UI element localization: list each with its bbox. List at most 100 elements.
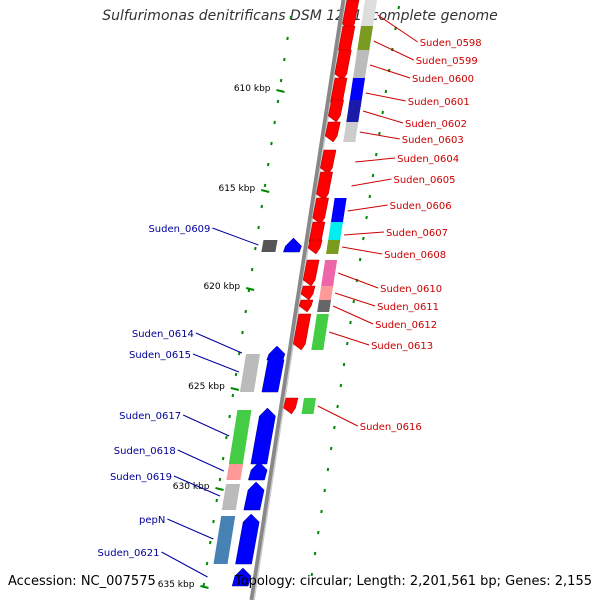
forward-gene-label: Suden_0616 bbox=[360, 422, 422, 433]
reverse-gene-label: pepN bbox=[139, 515, 165, 526]
reverse-gene-arrow bbox=[235, 513, 260, 565]
accession-text: Accession: NC_007575 bbox=[8, 574, 156, 589]
label-leader-line bbox=[192, 353, 240, 373]
label-leader-line bbox=[365, 92, 406, 102]
track-dot bbox=[225, 435, 228, 440]
track-dot bbox=[326, 467, 330, 472]
label-leader-line bbox=[355, 157, 396, 163]
reverse-gene-arrow bbox=[261, 351, 285, 393]
reverse-gene-label: Suden_0609 bbox=[148, 224, 210, 235]
cog-category-box bbox=[261, 240, 278, 252]
track-dot bbox=[221, 456, 225, 461]
label-leader-line bbox=[337, 272, 379, 289]
cog-category-box bbox=[330, 198, 347, 224]
reverse-gene-label: Suden_0615 bbox=[129, 350, 191, 361]
forward-gene-arrow bbox=[320, 149, 337, 175]
ruler-label: 630 kbp bbox=[173, 482, 210, 492]
label-leader-line bbox=[177, 449, 224, 472]
gene-labels: Suden_0598 Suden_0599 Suden_0600 Suden_0601… bbox=[98, 14, 482, 578]
label-leader-line bbox=[377, 14, 418, 43]
forward-gene-arrow bbox=[312, 197, 329, 225]
forward-gene-label: Suden_0604 bbox=[397, 154, 459, 165]
track-dot bbox=[333, 425, 336, 430]
label-leader-line bbox=[182, 414, 230, 437]
track-dot bbox=[381, 110, 384, 115]
forward-gene-label: Suden_0607 bbox=[386, 228, 448, 239]
reverse-gene-arrow bbox=[248, 461, 268, 481]
label-leader-line bbox=[351, 178, 392, 187]
genome-summary-text: Topology: circular; Length: 2,201,561 bp… bbox=[234, 574, 592, 589]
label-leader-line bbox=[317, 405, 358, 427]
track-dot bbox=[208, 540, 212, 545]
label-leader-line bbox=[195, 332, 243, 354]
ruler-tick bbox=[245, 287, 255, 291]
label-leader-line bbox=[167, 518, 214, 540]
cog-category-box bbox=[321, 260, 338, 286]
track-dot bbox=[250, 267, 254, 272]
track-dot bbox=[237, 351, 241, 356]
forward-gene-arrow bbox=[316, 171, 333, 201]
forward-gene-label: Suden_0613 bbox=[371, 341, 433, 352]
ruler-tick bbox=[215, 487, 224, 491]
label-leader-line bbox=[347, 204, 388, 212]
ruler-label: 610 kbp bbox=[234, 84, 271, 94]
ruler-label: 625 kbp bbox=[188, 382, 225, 392]
forward-gene-arrow bbox=[307, 239, 323, 255]
forward-gene-label: Suden_0600 bbox=[412, 74, 474, 85]
track-dot bbox=[378, 131, 381, 136]
ruler-label: 635 kbp bbox=[158, 580, 195, 590]
track-dot bbox=[352, 299, 355, 304]
gene-features bbox=[213, 0, 377, 587]
forward-gene-arrow bbox=[302, 259, 320, 287]
label-leader-line bbox=[343, 231, 385, 236]
label-leader-line bbox=[369, 64, 411, 79]
ruler-tick bbox=[230, 387, 240, 391]
label-leader-line bbox=[332, 305, 374, 325]
track-dot bbox=[202, 582, 206, 587]
forward-gene-label: Suden_0606 bbox=[390, 201, 452, 212]
label-leader-line bbox=[359, 131, 400, 140]
cog-category-box bbox=[228, 410, 252, 464]
forward-gene-arrow bbox=[334, 49, 352, 81]
forward-gene-label: Suden_0598 bbox=[420, 38, 482, 49]
tick-tracks bbox=[202, 5, 401, 587]
label-leader-line bbox=[161, 551, 208, 578]
cog-category-box bbox=[226, 464, 244, 480]
track-dot bbox=[313, 551, 317, 556]
track-dot bbox=[289, 15, 293, 20]
track-dot bbox=[215, 498, 219, 503]
label-leader-line bbox=[342, 246, 383, 255]
forward-gene-arrow bbox=[293, 313, 312, 351]
track-dot bbox=[371, 173, 375, 178]
reverse-gene-arrow bbox=[243, 481, 265, 511]
track-dot bbox=[228, 414, 231, 419]
forward-gene-label: Suden_0610 bbox=[380, 284, 442, 295]
ruler-tick bbox=[200, 585, 209, 589]
track-dot bbox=[276, 99, 280, 104]
track-dot bbox=[234, 372, 238, 377]
track-dot bbox=[345, 341, 349, 346]
forward-gene-label: Suden_0601 bbox=[408, 97, 470, 108]
label-leader-line bbox=[212, 227, 259, 246]
track-dot bbox=[257, 225, 260, 230]
reverse-gene-label: Suden_0617 bbox=[119, 411, 181, 422]
reverse-gene-label: Suden_0618 bbox=[114, 446, 176, 457]
forward-gene-label: Suden_0603 bbox=[402, 135, 464, 146]
cog-category-box bbox=[301, 398, 316, 414]
track-dot bbox=[323, 488, 327, 493]
forward-gene-label: Suden_0608 bbox=[384, 250, 446, 261]
label-leader-line bbox=[173, 475, 221, 497]
track-dot bbox=[342, 362, 346, 367]
forward-gene-arrow bbox=[328, 99, 344, 123]
cog-category-box bbox=[239, 354, 261, 392]
track-dot bbox=[286, 36, 289, 41]
forward-gene-label: Suden_0605 bbox=[393, 175, 455, 186]
cog-category-box bbox=[319, 286, 334, 300]
track-dot bbox=[283, 57, 286, 62]
forward-gene-label: Suden_0599 bbox=[416, 56, 478, 67]
track-dot bbox=[397, 5, 401, 10]
cog-category-box bbox=[326, 240, 341, 254]
forward-gene-label: Suden_0602 bbox=[405, 119, 467, 130]
track-dot bbox=[244, 309, 247, 314]
ruler-label: 615 kbp bbox=[218, 184, 255, 194]
